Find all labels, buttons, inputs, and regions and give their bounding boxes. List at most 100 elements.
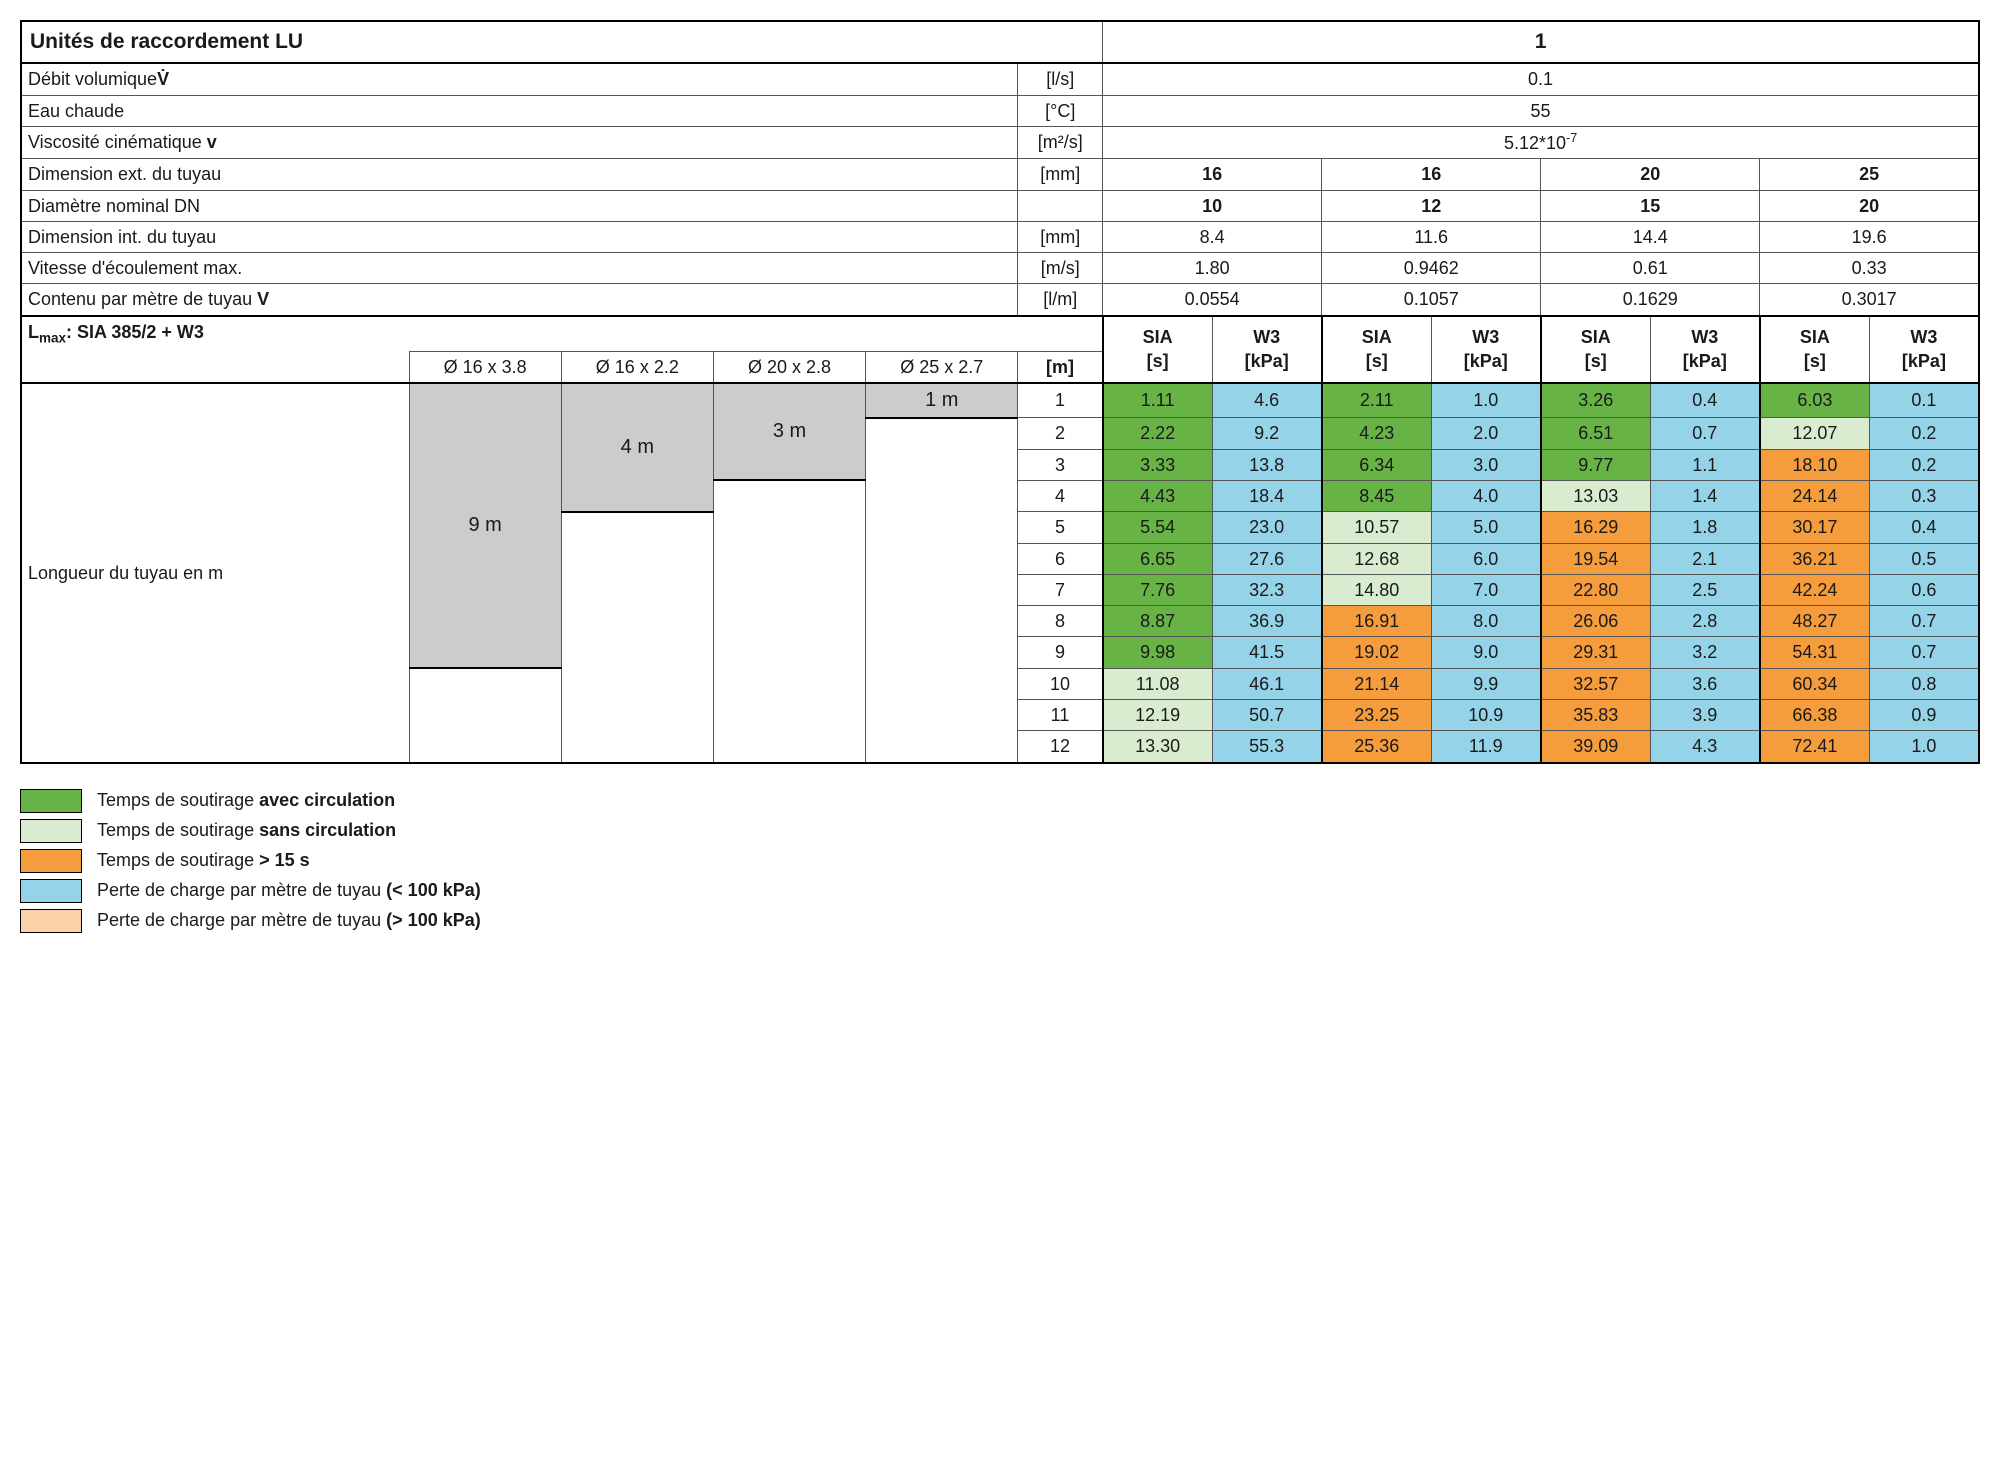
m-value: 6 bbox=[1018, 543, 1103, 574]
dim-value: 16 bbox=[1322, 159, 1541, 190]
subheader: SIA[s] bbox=[1103, 316, 1213, 383]
data-cell: 1.11 bbox=[1103, 383, 1213, 418]
m-value: 10 bbox=[1018, 668, 1103, 699]
data-cell: 10.57 bbox=[1322, 512, 1432, 543]
dim-unit: [mm] bbox=[1018, 221, 1103, 252]
data-cell: 23.25 bbox=[1322, 700, 1432, 731]
legend-text: Temps de soutirage sans circulation bbox=[97, 820, 396, 841]
data-cell: 0.7 bbox=[1869, 606, 1979, 637]
data-cell: 0.4 bbox=[1650, 383, 1760, 418]
m-value: 12 bbox=[1018, 731, 1103, 763]
data-cell: 8.87 bbox=[1103, 606, 1213, 637]
data-cell: 2.8 bbox=[1650, 606, 1760, 637]
dim-label: Vitesse d'écoulement max. bbox=[21, 253, 1018, 284]
dim-value: 0.61 bbox=[1541, 253, 1760, 284]
data-cell: 6.0 bbox=[1431, 543, 1541, 574]
data-cell: 4.23 bbox=[1322, 418, 1432, 449]
pipe-header: Ø 25 x 2.7 bbox=[866, 351, 1018, 383]
data-cell: 72.41 bbox=[1760, 731, 1870, 763]
pipe-sizing-table: Unités de raccordement LU1Débit volumiqu… bbox=[20, 20, 1980, 764]
data-cell: 46.1 bbox=[1212, 668, 1322, 699]
dim-label: Contenu par mètre de tuyau V bbox=[21, 284, 1018, 316]
pipe-header: Ø 20 x 2.8 bbox=[713, 351, 865, 383]
dim-value: 15 bbox=[1541, 190, 1760, 221]
lmax-spacer bbox=[21, 351, 409, 383]
dim-value: 0.0554 bbox=[1103, 284, 1322, 316]
dim-label: Dimension ext. du tuyau bbox=[21, 159, 1018, 190]
data-cell: 1.8 bbox=[1650, 512, 1760, 543]
data-cell: 55.3 bbox=[1212, 731, 1322, 763]
legend-swatch bbox=[20, 819, 82, 843]
legend-swatch bbox=[20, 849, 82, 873]
dim-value: 16 bbox=[1103, 159, 1322, 190]
legend: Temps de soutirage avec circulation Temps… bbox=[20, 789, 1988, 933]
data-cell: 18.10 bbox=[1760, 449, 1870, 480]
data-cell: 66.38 bbox=[1760, 700, 1870, 731]
lmax-cell: 1 m bbox=[866, 383, 1018, 418]
param-unit: [°C] bbox=[1018, 95, 1103, 126]
data-cell: 5.0 bbox=[1431, 512, 1541, 543]
data-cell: 22.80 bbox=[1541, 574, 1651, 605]
data-cell: 48.27 bbox=[1760, 606, 1870, 637]
dim-label: Dimension int. du tuyau bbox=[21, 221, 1018, 252]
data-cell: 19.02 bbox=[1322, 637, 1432, 668]
data-cell: 29.31 bbox=[1541, 637, 1651, 668]
dim-value: 20 bbox=[1541, 159, 1760, 190]
data-cell: 6.34 bbox=[1322, 449, 1432, 480]
data-cell: 2.1 bbox=[1650, 543, 1760, 574]
data-cell: 6.51 bbox=[1541, 418, 1651, 449]
dim-value: 0.1629 bbox=[1541, 284, 1760, 316]
data-cell: 3.26 bbox=[1541, 383, 1651, 418]
data-cell: 16.29 bbox=[1541, 512, 1651, 543]
data-cell: 9.98 bbox=[1103, 637, 1213, 668]
lmax-empty bbox=[561, 512, 713, 763]
data-cell: 1.1 bbox=[1650, 449, 1760, 480]
data-cell: 8.45 bbox=[1322, 480, 1432, 511]
legend-swatch bbox=[20, 879, 82, 903]
data-cell: 13.30 bbox=[1103, 731, 1213, 763]
data-cell: 30.17 bbox=[1760, 512, 1870, 543]
title-label: Unités de raccordement LU bbox=[21, 21, 1103, 63]
data-cell: 9.0 bbox=[1431, 637, 1541, 668]
data-cell: 6.65 bbox=[1103, 543, 1213, 574]
data-cell: 9.77 bbox=[1541, 449, 1651, 480]
legend-text: Temps de soutirage > 15 s bbox=[97, 850, 310, 871]
param-value: 55 bbox=[1103, 95, 1979, 126]
data-cell: 3.9 bbox=[1650, 700, 1760, 731]
data-cell: 12.07 bbox=[1760, 418, 1870, 449]
dim-value: 19.6 bbox=[1760, 221, 1979, 252]
data-cell: 25.36 bbox=[1322, 731, 1432, 763]
legend-row: Temps de soutirage sans circulation bbox=[20, 819, 1988, 843]
dim-value: 0.33 bbox=[1760, 253, 1979, 284]
subheader: W3[kPa] bbox=[1212, 316, 1322, 383]
data-cell: 12.19 bbox=[1103, 700, 1213, 731]
subheader: SIA[s] bbox=[1322, 316, 1432, 383]
legend-row: Temps de soutirage > 15 s bbox=[20, 849, 1988, 873]
dim-value: 0.9462 bbox=[1322, 253, 1541, 284]
legend-swatch bbox=[20, 909, 82, 933]
data-cell: 10.9 bbox=[1431, 700, 1541, 731]
dim-value: 10 bbox=[1103, 190, 1322, 221]
legend-row: Temps de soutirage avec circulation bbox=[20, 789, 1988, 813]
data-cell: 24.14 bbox=[1760, 480, 1870, 511]
data-cell: 6.03 bbox=[1760, 383, 1870, 418]
data-cell: 32.57 bbox=[1541, 668, 1651, 699]
dim-value: 14.4 bbox=[1541, 221, 1760, 252]
longueur-label: Longueur du tuyau en m bbox=[21, 383, 409, 763]
data-cell: 36.9 bbox=[1212, 606, 1322, 637]
data-cell: 0.8 bbox=[1869, 668, 1979, 699]
data-cell: 21.14 bbox=[1322, 668, 1432, 699]
data-cell: 14.80 bbox=[1322, 574, 1432, 605]
data-cell: 3.6 bbox=[1650, 668, 1760, 699]
dim-value: 8.4 bbox=[1103, 221, 1322, 252]
param-unit: [l/s] bbox=[1018, 63, 1103, 95]
data-cell: 3.2 bbox=[1650, 637, 1760, 668]
data-cell: 32.3 bbox=[1212, 574, 1322, 605]
data-cell: 39.09 bbox=[1541, 731, 1651, 763]
lmax-label: Lmax: SIA 385/2 + W3 bbox=[21, 316, 1103, 351]
subheader: W3[kPa] bbox=[1650, 316, 1760, 383]
data-cell: 3.33 bbox=[1103, 449, 1213, 480]
data-cell: 35.83 bbox=[1541, 700, 1651, 731]
subheader: W3[kPa] bbox=[1431, 316, 1541, 383]
data-cell: 8.0 bbox=[1431, 606, 1541, 637]
